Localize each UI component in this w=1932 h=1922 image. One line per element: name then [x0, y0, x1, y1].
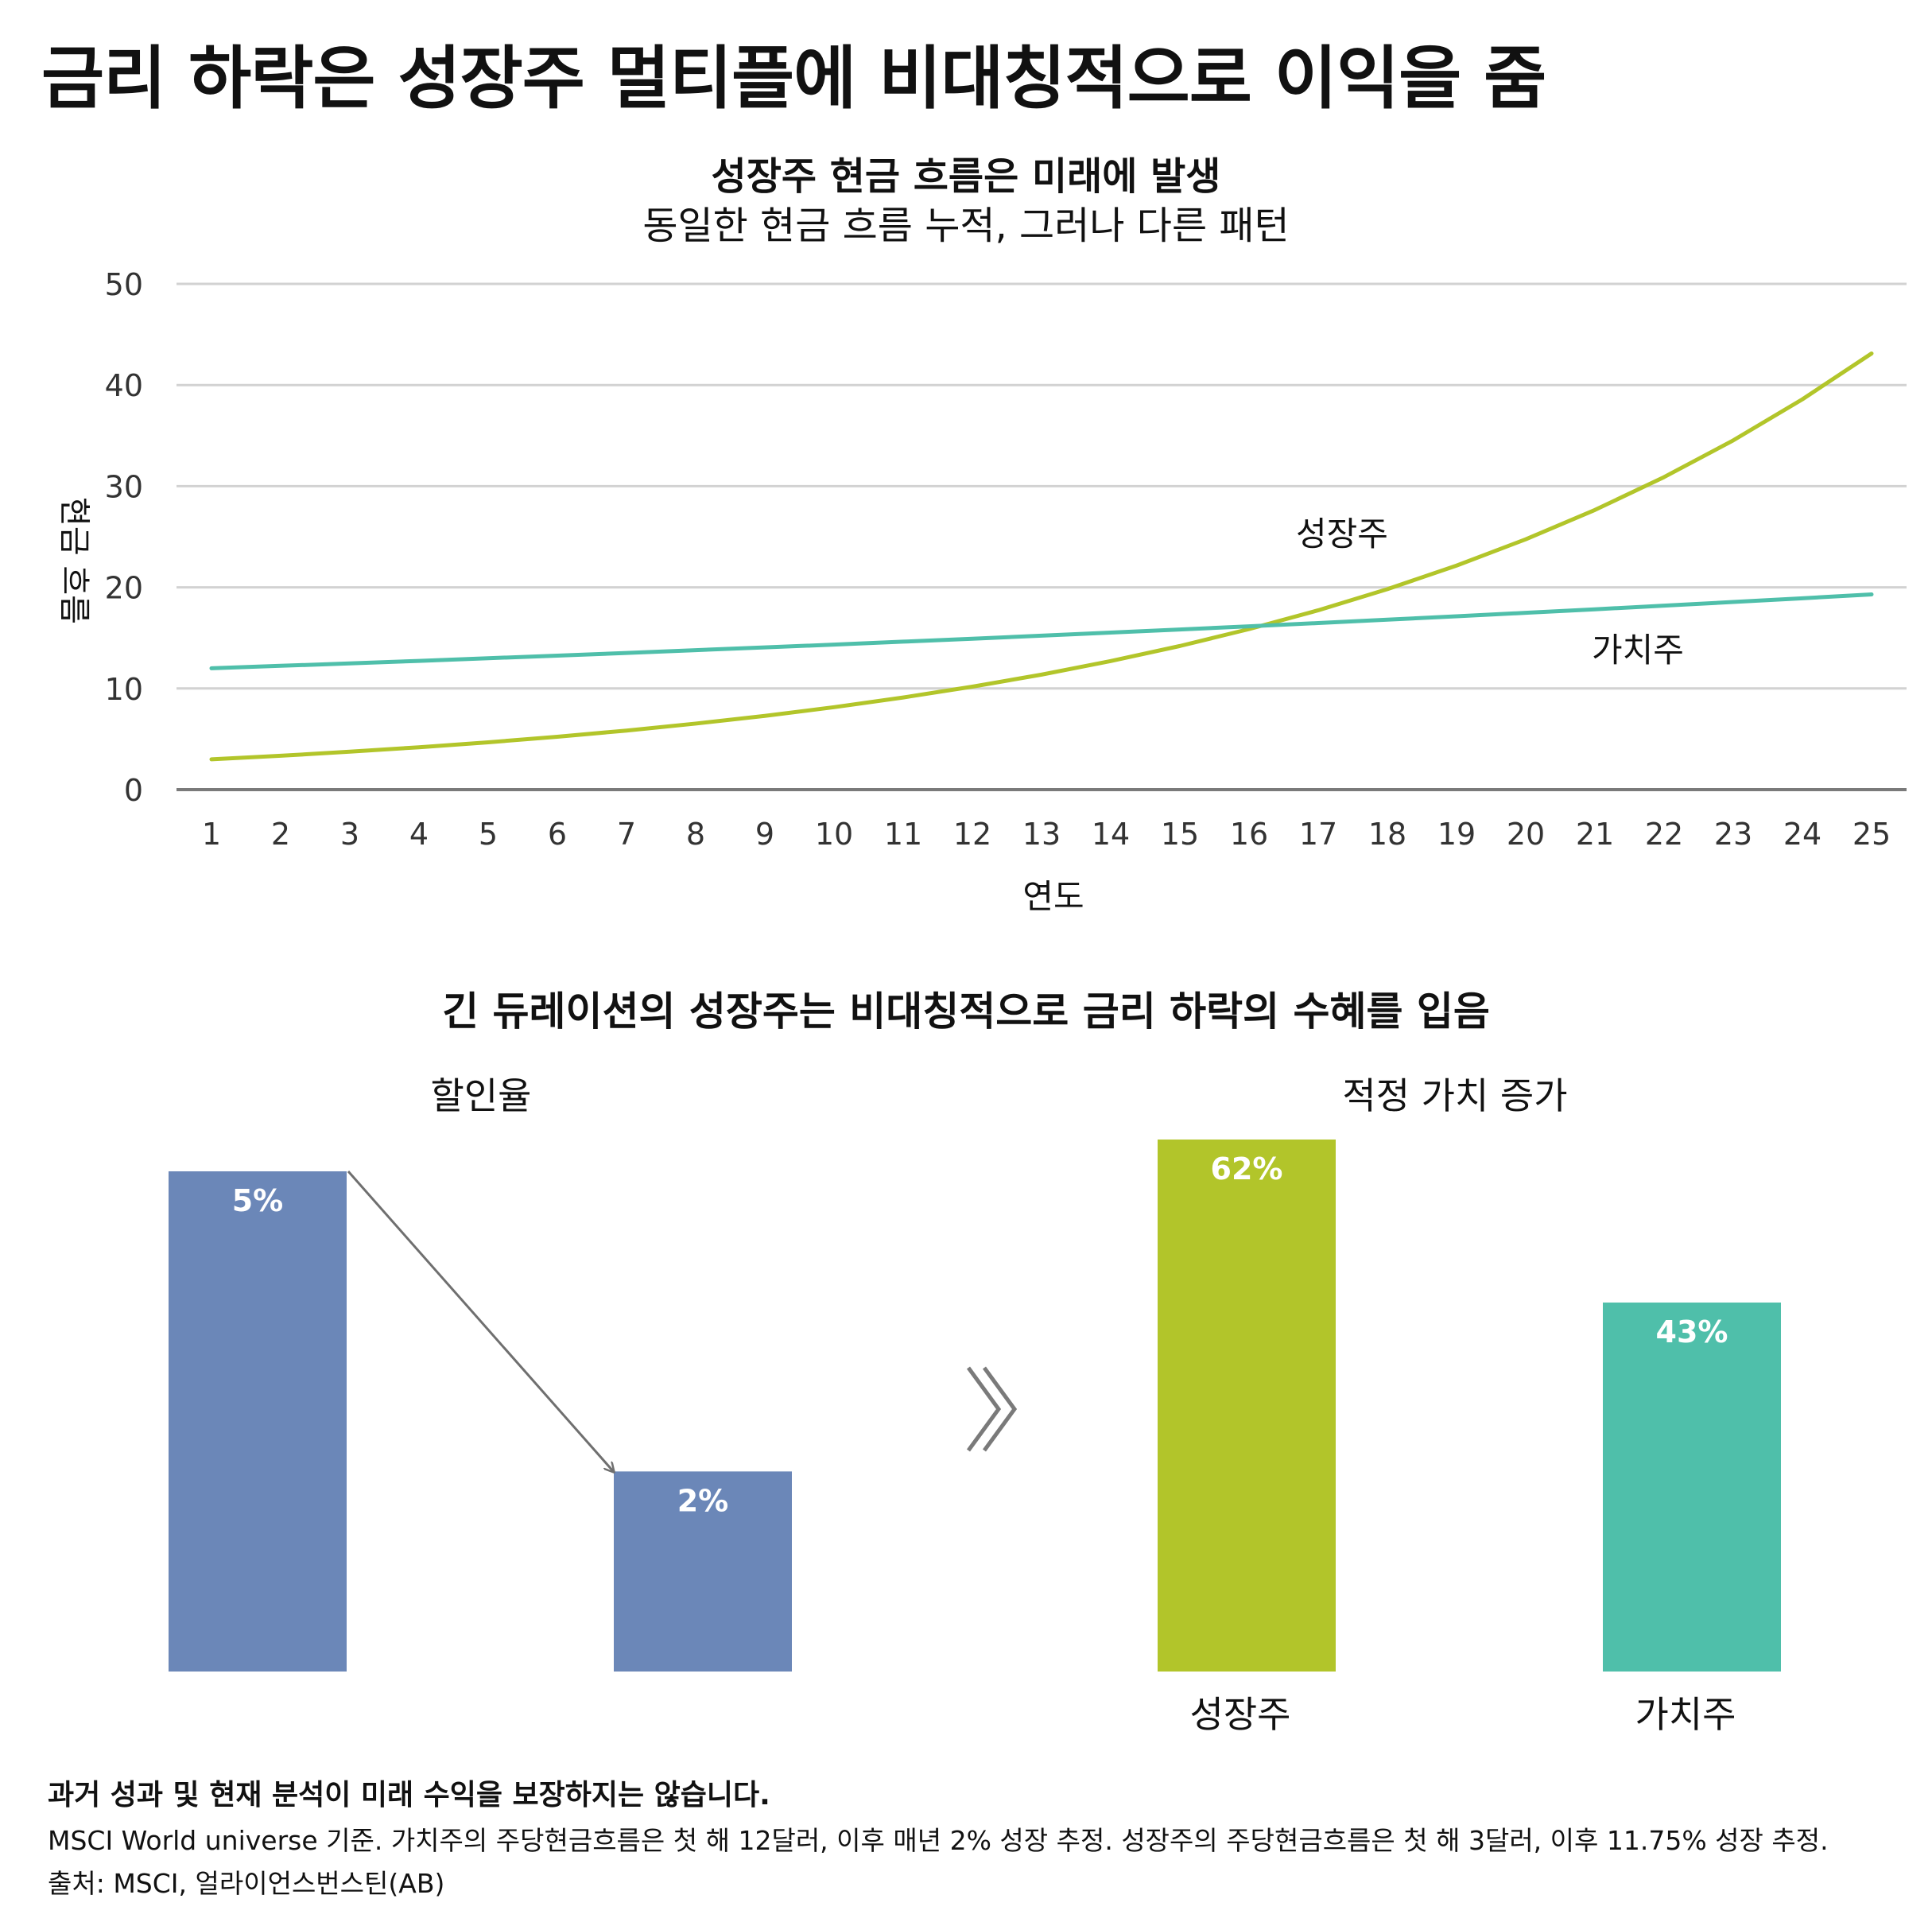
y-tick-label: 20 — [105, 571, 143, 606]
footer-note: MSCI World universe 기준. 가치주의 주당현금흐름은 첫 해… — [48, 1825, 1829, 1856]
x-tick-label: 10 — [815, 817, 853, 852]
y-tick-label: 30 — [105, 469, 143, 504]
x-tick-label: 22 — [1645, 817, 1683, 852]
x-tick-label: 19 — [1437, 817, 1476, 852]
discount-bar — [614, 1471, 792, 1672]
series-label-value: 가치주 — [1592, 631, 1684, 670]
bar-value-label: 62% — [1211, 1151, 1283, 1186]
x-tick-label: 23 — [1714, 817, 1752, 852]
y-axis-label: 현금 흐름 — [56, 497, 92, 624]
bar-value-label: 43% — [1656, 1314, 1728, 1349]
x-tick-label: 8 — [686, 817, 705, 852]
series-line-growth — [209, 351, 1874, 762]
x-tick-label: 4 — [409, 817, 429, 852]
y-tick-label: 10 — [105, 672, 143, 707]
y-tick-label: 0 — [124, 773, 143, 808]
bar-category-growth: 성장주 — [1189, 1693, 1291, 1736]
bar-value-label: 2% — [677, 1483, 729, 1518]
x-tick-label: 12 — [953, 817, 991, 852]
x-tick-label: 16 — [1230, 817, 1268, 852]
fair-value-title: 적정 가치 증가 — [1342, 1074, 1568, 1117]
x-tick-label: 5 — [479, 817, 498, 852]
x-tick-label: 20 — [1507, 817, 1545, 852]
x-tick-label: 14 — [1092, 817, 1130, 852]
x-tick-label: 6 — [548, 817, 567, 852]
line-chart-subtitle: 동일한 현금 흐름 누적, 그러나 다른 패턴 — [642, 204, 1290, 248]
x-tick-label: 15 — [1161, 817, 1199, 852]
x-tick-label: 7 — [617, 817, 636, 852]
x-tick-label: 3 — [340, 817, 359, 852]
footer-disclaimer: 과거 성과 및 현재 분석이 미래 수익을 보장하지는 않습니다. — [48, 1779, 770, 1811]
series-label-growth: 성장주 — [1296, 514, 1388, 553]
y-tick-label: 40 — [105, 368, 143, 403]
series-line-value — [209, 592, 1874, 670]
line-chart-title: 성장주 현금 흐름은 미래에 발생 — [711, 154, 1221, 199]
discount-bar — [169, 1171, 347, 1672]
bar-section-title: 긴 듀레이션의 성장주는 비대칭적으로 금리 하락의 수혜를 입음 — [442, 988, 1490, 1035]
x-tick-label: 21 — [1576, 817, 1614, 852]
x-tick-label: 17 — [1299, 817, 1337, 852]
x-tick-label: 2 — [271, 817, 290, 852]
y-tick-label: 50 — [105, 267, 143, 302]
x-tick-label: 13 — [1022, 817, 1061, 852]
footer-source: 출처: MSCI, 얼라이언스번스틴(AB) — [48, 1868, 445, 1899]
decline-arrow — [347, 1171, 614, 1472]
x-tick-label: 1 — [202, 817, 221, 852]
x-tick-label: 25 — [1852, 817, 1891, 852]
growth-bar — [1158, 1140, 1336, 1672]
x-axis-label: 연도 — [1022, 877, 1084, 916]
page-title: 금리 하락은 성장주 멀티플에 비대칭적으로 이익을 줌 — [41, 39, 1546, 118]
chevron-right-icon — [966, 1366, 1018, 1452]
x-tick-label: 11 — [884, 817, 922, 852]
discount-rate-title: 할인율 — [430, 1074, 532, 1117]
bar-category-value: 가치주 — [1635, 1693, 1736, 1736]
x-tick-label: 18 — [1368, 817, 1406, 852]
bar-charts: 5% 2% 62% 43% — [169, 1140, 1781, 1672]
x-tick-label: 24 — [1783, 817, 1821, 852]
bar-value-label: 5% — [232, 1183, 284, 1218]
x-tick-label: 9 — [755, 817, 774, 852]
value-bar — [1603, 1303, 1781, 1672]
